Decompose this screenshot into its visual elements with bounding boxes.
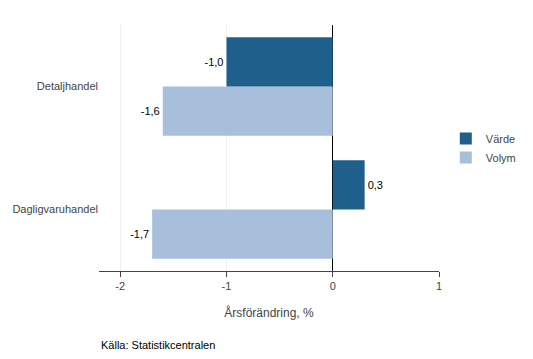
svg-text:Årsförändring, %: Årsförändring, %: [224, 305, 314, 320]
svg-text:Dagligvaruhandel: Dagligvaruhandel: [12, 203, 98, 215]
svg-text:0: 0: [330, 280, 336, 292]
svg-text:Detaljhandel: Detaljhandel: [37, 80, 98, 92]
svg-text:Värde: Värde: [486, 133, 515, 145]
svg-text:0,3: 0,3: [368, 179, 383, 191]
svg-text:-1,7: -1,7: [130, 228, 149, 240]
svg-text:-1,0: -1,0: [205, 56, 224, 68]
svg-text:Volym: Volym: [486, 152, 516, 164]
svg-text:-1: -1: [222, 280, 232, 292]
svg-text:1: 1: [436, 280, 442, 292]
svg-text:-2: -2: [115, 280, 125, 292]
svg-text:Källa: Statistikcentralen: Källa: Statistikcentralen: [101, 339, 215, 351]
svg-text:-1,6: -1,6: [141, 105, 160, 117]
